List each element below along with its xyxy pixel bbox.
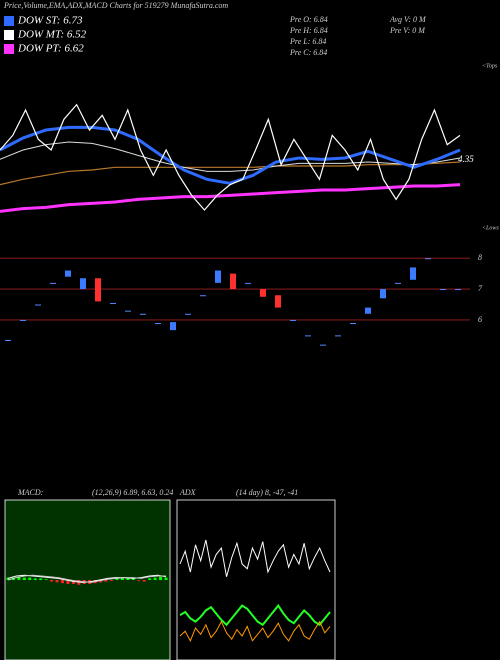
tops-label: <Tops: [482, 63, 498, 69]
candle: [245, 282, 251, 284]
legend-label: DOW MT: 6.52: [17, 29, 87, 41]
candle: [440, 289, 446, 291]
candle: [95, 278, 101, 302]
info-text: Avg V: 0 M: [389, 15, 427, 24]
candle: [275, 295, 281, 308]
candle: [170, 322, 176, 331]
candle: [50, 282, 56, 284]
info-text: Pre L: 6.84: [289, 37, 326, 46]
info-text: Pre C: 6.84: [289, 48, 327, 57]
candle: [5, 340, 11, 342]
info-text: Pre V: 0 M: [389, 26, 426, 35]
adx-line: [179, 539, 331, 577]
price-line: [0, 103, 461, 211]
y-tick-label: 8: [478, 253, 482, 262]
adx-params: (14 day) 8, -47, -41: [236, 488, 298, 497]
candle: [215, 270, 221, 283]
candle: [455, 289, 461, 291]
candle: [200, 295, 206, 297]
candle: [80, 278, 86, 290]
legend-swatch: [4, 44, 14, 54]
y-tick-label: 6: [478, 315, 482, 324]
price-line: [0, 161, 461, 186]
candle: [20, 319, 26, 321]
candle: [155, 323, 161, 325]
candle: [35, 304, 41, 306]
candle: [380, 289, 386, 299]
candle: [230, 273, 236, 290]
price-line: [0, 125, 461, 185]
candle: [65, 270, 71, 277]
info-text: Pre H: 6.84: [289, 26, 328, 35]
candle: [350, 323, 356, 325]
macd-line: [7, 574, 166, 583]
legend-swatch: [4, 30, 14, 40]
price-line: [0, 183, 461, 213]
candle: [365, 307, 371, 314]
candle: [425, 258, 431, 260]
candle: [140, 313, 146, 315]
candle: [125, 310, 131, 312]
macd-panel: [4, 499, 171, 660]
adx-line: [179, 620, 331, 642]
adx-title: ADX: [179, 488, 197, 497]
candle: [335, 335, 341, 337]
adx-line: [179, 603, 331, 627]
macd-title: MACD:: [17, 488, 44, 497]
price-line: [0, 141, 461, 172]
lows-label: <Lows: [482, 225, 499, 231]
legend-label: DOW PT: 6.62: [17, 43, 84, 55]
last-price: 4.35: [458, 154, 474, 164]
candle: [395, 282, 401, 284]
y-tick-label: 7: [478, 284, 483, 293]
adx-panel: [176, 499, 336, 660]
candle: [305, 335, 311, 337]
candle: [110, 302, 116, 304]
candle: [410, 267, 416, 280]
candle: [260, 289, 266, 297]
candle: [185, 313, 191, 315]
legend-swatch: [4, 16, 14, 26]
legend-label: DOW ST: 6.73: [17, 15, 83, 27]
chart-title: Price,Volume,EMA,ADX,MACD Charts for 519…: [3, 1, 228, 10]
candle: [320, 344, 326, 346]
info-text: Pre O: 6.84: [289, 15, 328, 24]
macd-params: (12,26,9) 6.89, 6.63, 0.24: [92, 488, 173, 497]
candle: [290, 319, 296, 321]
